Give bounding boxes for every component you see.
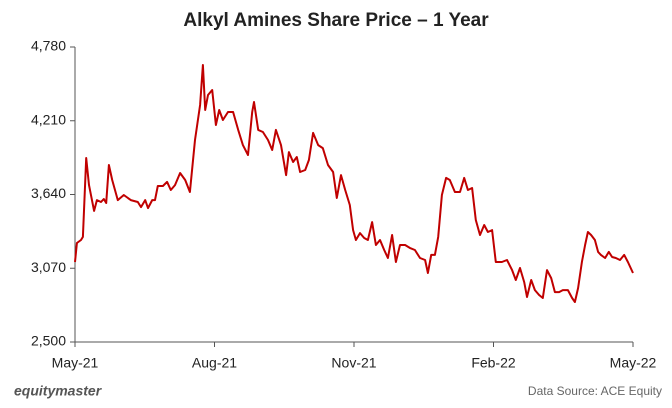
x-tick-label: Feb-22 [471, 355, 516, 371]
x-tick-label: Nov-21 [331, 355, 376, 371]
brand: equitymaster [14, 383, 103, 399]
x-tick-label: May-21 [52, 355, 99, 371]
x-tick-label: Aug-21 [192, 355, 237, 371]
y-tick-label: 4,780 [31, 38, 66, 54]
y-tick-label: 3,640 [31, 185, 66, 201]
y-tick-label: 3,070 [31, 259, 66, 275]
price-line [74, 64, 634, 303]
y-tick-label: 2,500 [31, 333, 66, 349]
chart-title: Alkyl Amines Share Price – 1 Year [183, 10, 489, 31]
y-tick-label: 4,210 [31, 111, 66, 127]
source: Data Source: ACE Equity [528, 384, 662, 398]
x-tick-label: May-22 [610, 355, 657, 371]
